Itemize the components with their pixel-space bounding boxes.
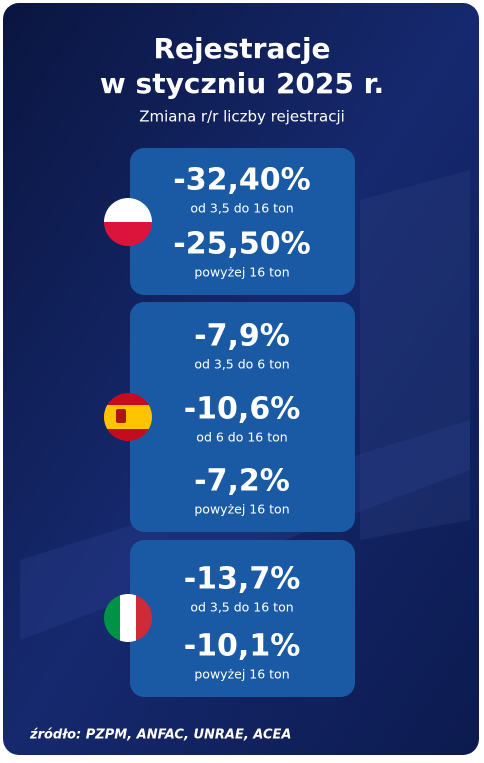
change-value: -32,40%: [173, 163, 310, 198]
source: źródło: PZPM, ANFAC, UNRAE, ACEA: [29, 728, 291, 743]
title: Rejestracje: [153, 32, 330, 65]
weight-class: od 6 do 16 ton: [196, 430, 287, 445]
title: w styczniu 2025 r.: [100, 67, 384, 100]
weight-class: od 3,5 do 16 ton: [190, 600, 293, 615]
change-value: -13,7%: [184, 562, 301, 597]
subtitle: Zmiana r/r liczby rejestracji: [139, 108, 345, 126]
flag-italy: [104, 594, 152, 642]
change-value: -25,50%: [173, 227, 310, 262]
weight-class: powyżej 16 ton: [194, 265, 289, 280]
flag-poland: [104, 198, 152, 246]
weight-class: powyżej 16 ton: [194, 667, 289, 682]
group-box: [130, 540, 355, 697]
change-value: -10,1%: [184, 629, 301, 664]
truck-shape: [360, 170, 470, 540]
change-value: -10,6%: [184, 392, 301, 427]
weight-class: od 3,5 do 6 ton: [194, 357, 289, 372]
weight-class: powyżej 16 ton: [194, 502, 289, 517]
flag-spain: [104, 393, 152, 441]
change-value: -7,9%: [194, 319, 290, 354]
group-box: [130, 148, 355, 295]
group-box: [130, 302, 355, 532]
change-value: -7,2%: [194, 464, 290, 499]
weight-class: od 3,5 do 16 ton: [190, 201, 293, 216]
